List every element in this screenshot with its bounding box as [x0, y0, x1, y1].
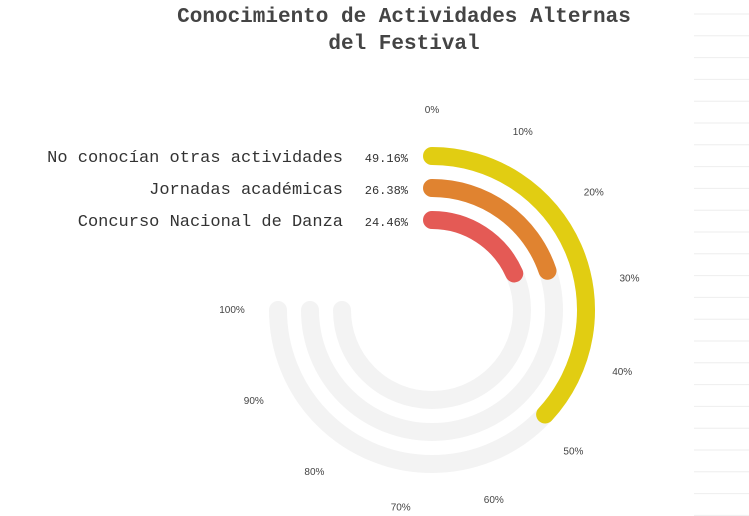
- category-label: Jornadas académicas: [149, 181, 343, 200]
- category-labels: 49.16% No conocían otras actividades 26.38…: [47, 149, 409, 232]
- tick-label: 70%: [391, 503, 411, 514]
- category-label: No conocían otras actividades: [47, 149, 343, 168]
- tick-label: 20%: [584, 187, 604, 198]
- tick-label: 50%: [563, 446, 583, 457]
- ring-bar: [423, 211, 524, 283]
- category-label: Concurso Nacional de Danza: [78, 213, 343, 232]
- ring-bars: [423, 147, 595, 424]
- chart-title-line-1: Conocimiento de Actividades Alternas: [177, 6, 631, 29]
- tick-label: 100%: [219, 305, 245, 316]
- tick-label: 90%: [244, 396, 264, 407]
- tick-label: 0%: [425, 105, 440, 116]
- tick-label: 10%: [513, 127, 533, 138]
- value-label: 24.46%: [365, 216, 409, 230]
- ring-bar: [423, 179, 557, 280]
- tick-label: 30%: [619, 274, 639, 285]
- tick-label: 80%: [304, 467, 324, 478]
- angle-ticks: 0% 10% 20% 30% 40% 50% 60% 70% 80% 90% 100%: [219, 105, 639, 514]
- background-grid: [694, 13, 749, 516]
- ring-bar: [423, 147, 595, 424]
- chart-title-line-2: del Festival: [328, 33, 479, 56]
- tick-label: 40%: [612, 367, 632, 378]
- value-label: 26.38%: [365, 184, 409, 198]
- tick-label: 60%: [484, 495, 504, 506]
- value-label: 49.16%: [365, 152, 409, 166]
